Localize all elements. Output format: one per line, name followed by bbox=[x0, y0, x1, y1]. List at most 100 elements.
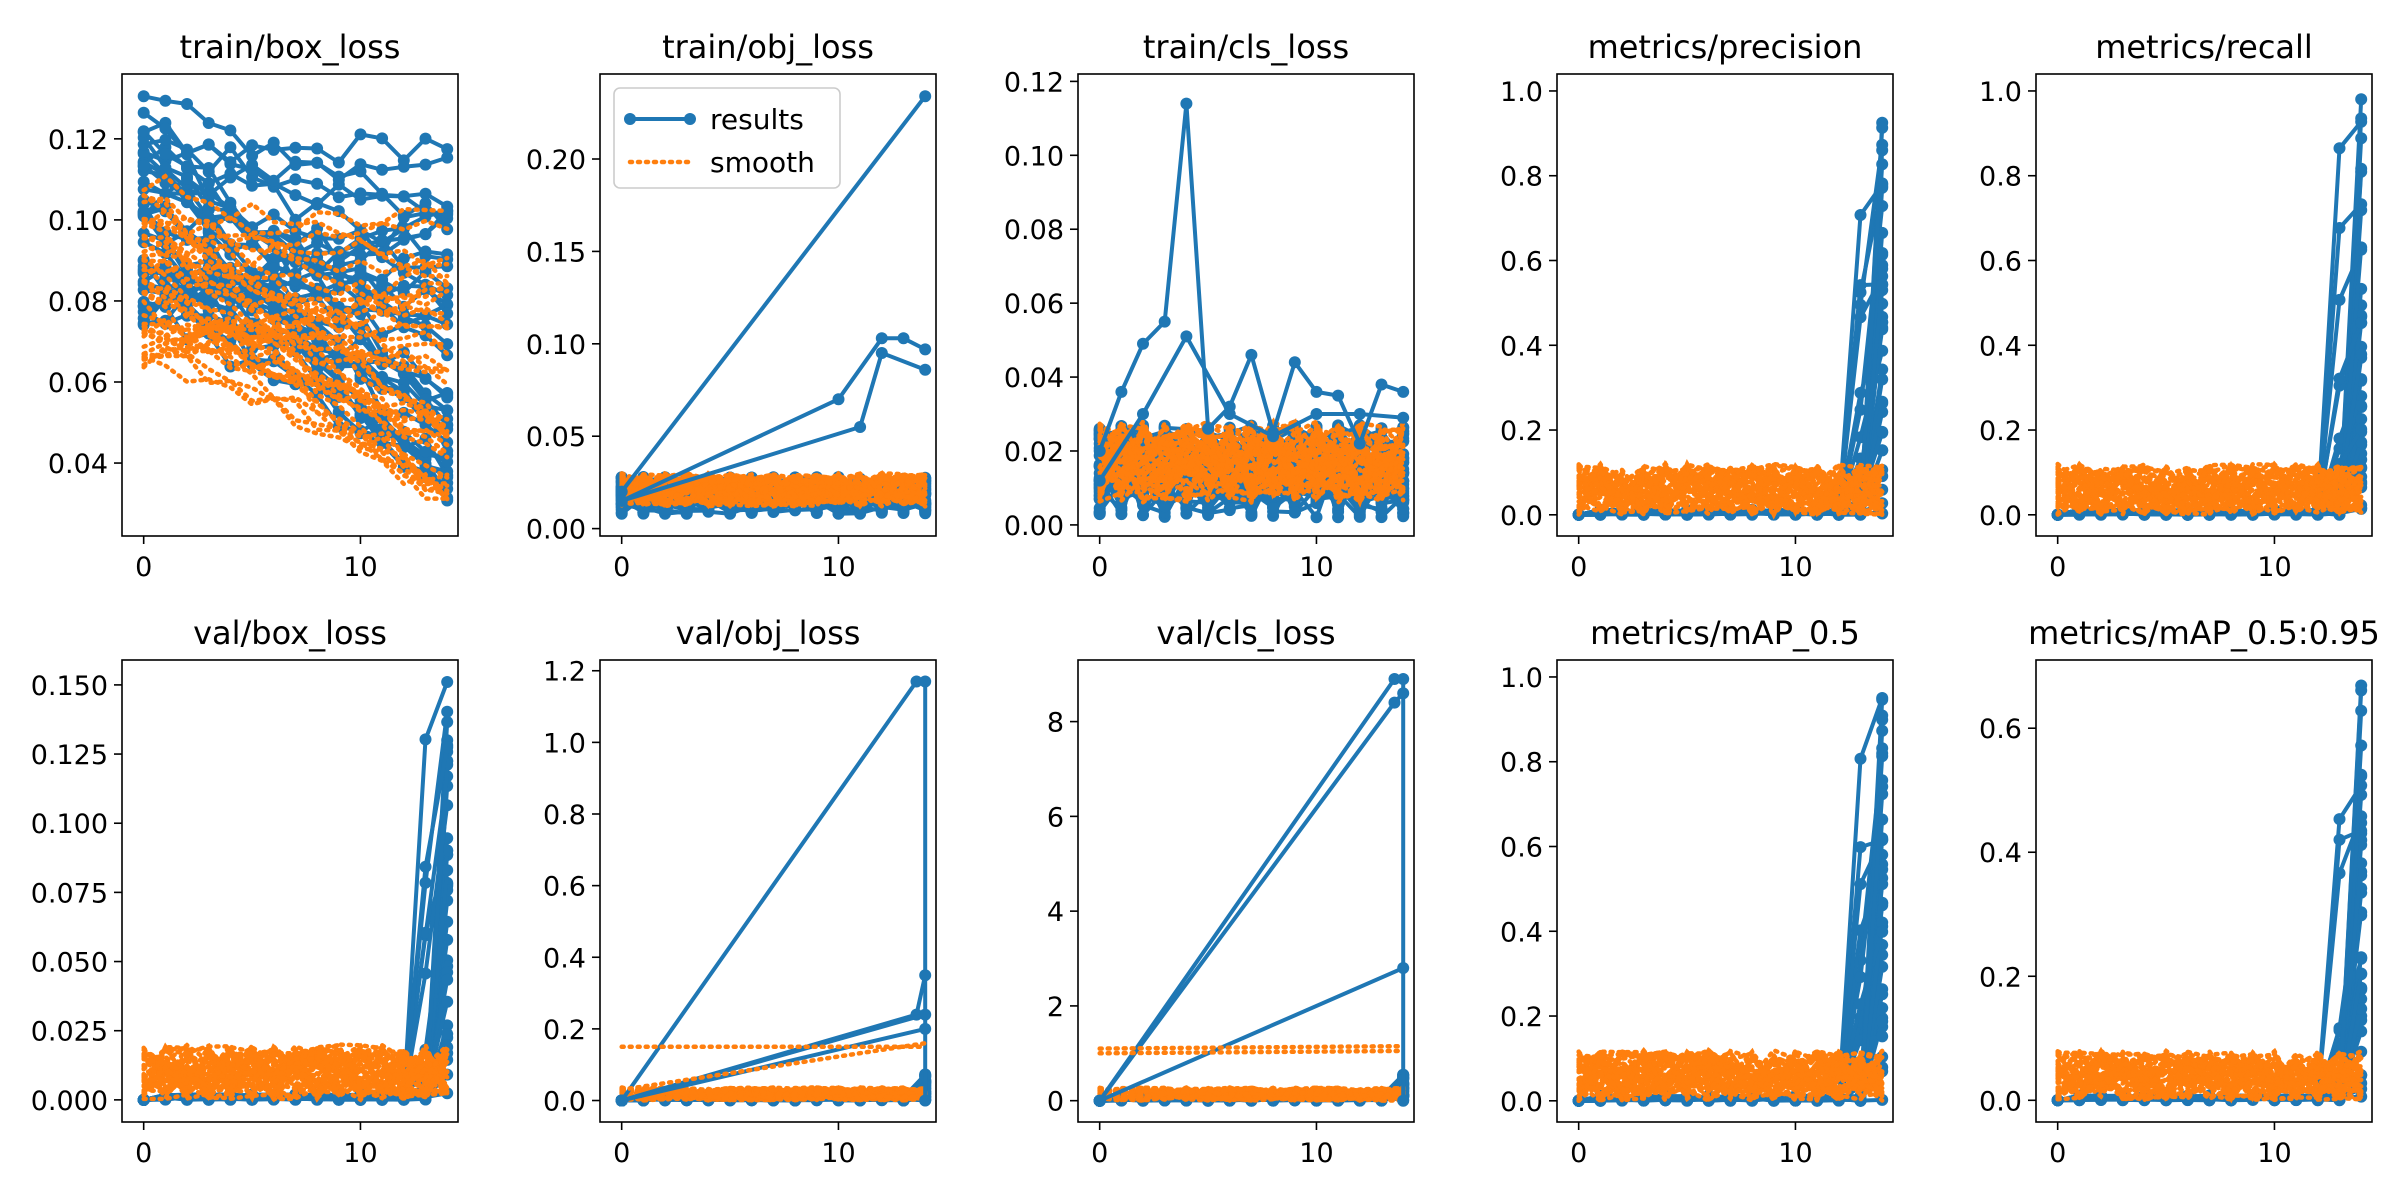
legend-label: results bbox=[710, 103, 804, 136]
legend-results-marker bbox=[624, 113, 636, 125]
results-line-point bbox=[1310, 511, 1323, 524]
smooth-line bbox=[619, 472, 928, 510]
y-tick-label: 0.4 bbox=[1500, 331, 1543, 362]
results-line-point bbox=[2333, 293, 2346, 306]
y-tick-label: 0.125 bbox=[31, 740, 108, 771]
results-line-point bbox=[441, 143, 454, 156]
y-tick-label: 0.4 bbox=[543, 943, 586, 974]
y-tick-label: 0.075 bbox=[31, 878, 108, 909]
results-line-point bbox=[376, 274, 389, 287]
results-line-point bbox=[2355, 115, 2368, 128]
results-line-point bbox=[441, 151, 454, 164]
results-line-point bbox=[919, 675, 932, 688]
results-line-point bbox=[159, 94, 172, 107]
results-line-point bbox=[1093, 474, 1106, 487]
y-tick-label: 0.02 bbox=[1004, 437, 1064, 468]
smooth-line bbox=[1097, 424, 1406, 506]
results-line-point bbox=[181, 148, 193, 161]
x-tick-label: 10 bbox=[1778, 552, 1812, 583]
results-line-point bbox=[919, 969, 932, 982]
y-tick-label: 0.8 bbox=[543, 800, 586, 831]
smooth-line bbox=[141, 256, 450, 439]
smooth-line bbox=[1097, 419, 1406, 502]
smooth-line bbox=[1576, 459, 1885, 519]
results-line-point bbox=[289, 189, 302, 202]
results-line-point bbox=[875, 332, 888, 345]
y-tick-label: 1.0 bbox=[543, 728, 586, 759]
y-tick-label: 0.2 bbox=[543, 1015, 586, 1046]
axes-frame bbox=[121, 73, 459, 537]
y-tick-label: 0.8 bbox=[1500, 162, 1543, 193]
y-tick-label: 0.10 bbox=[48, 206, 108, 237]
plot-area bbox=[2051, 93, 2368, 521]
smooth-line bbox=[1576, 462, 1885, 517]
y-tick-label: 0.0 bbox=[1500, 501, 1543, 532]
results-line-point bbox=[1876, 144, 1889, 157]
results-line-point bbox=[1876, 247, 1889, 259]
results-line-point bbox=[1876, 373, 1889, 386]
y-tick-label: 1.0 bbox=[1500, 77, 1543, 108]
results-line-point bbox=[289, 141, 302, 154]
smooth-line bbox=[141, 322, 450, 357]
results-line-point bbox=[376, 224, 389, 237]
y-tick-label: 0.10 bbox=[526, 330, 586, 361]
results-line-point bbox=[1245, 348, 1258, 361]
smooth-line bbox=[141, 238, 450, 279]
smooth-line bbox=[1097, 420, 1406, 507]
results-line-point bbox=[832, 393, 845, 406]
smooth-line bbox=[141, 233, 450, 434]
results-line-point bbox=[441, 676, 454, 688]
smooth-line bbox=[1097, 418, 1406, 507]
panel-title: train/cls_loss bbox=[1143, 28, 1349, 66]
results-line-point bbox=[311, 198, 324, 211]
results-line-point bbox=[1223, 408, 1236, 420]
y-tick-label: 0.2 bbox=[1979, 416, 2022, 447]
results-line-point bbox=[181, 98, 193, 110]
results-line-point bbox=[1180, 330, 1193, 343]
results-line-point bbox=[1353, 408, 1366, 420]
x-tick-label: 10 bbox=[343, 552, 377, 583]
y-tick-label: 0.0 bbox=[1979, 501, 2022, 532]
results-line bbox=[620, 94, 927, 493]
results-line-point bbox=[919, 343, 932, 356]
legend-label: smooth bbox=[710, 146, 815, 179]
results-line-point bbox=[159, 148, 172, 160]
axes-frame bbox=[1077, 73, 1415, 537]
results-line-point bbox=[397, 160, 410, 173]
smooth-line bbox=[1576, 462, 1885, 514]
y-tick-label: 0.025 bbox=[31, 1017, 108, 1048]
x-tick-label: 0 bbox=[2049, 552, 2066, 583]
legend-results-marker bbox=[684, 113, 696, 125]
results-line bbox=[1098, 334, 1404, 482]
x-tick-label: 0 bbox=[613, 552, 630, 583]
results-line-point bbox=[1876, 425, 1889, 438]
results-line-point bbox=[376, 189, 389, 202]
x-tick-label: 10 bbox=[343, 1138, 377, 1169]
results-line-point bbox=[441, 995, 454, 1008]
results-line-point bbox=[354, 158, 367, 171]
results-line-point bbox=[1397, 385, 1410, 398]
y-tick-label: 0.00 bbox=[526, 515, 586, 546]
panel-title: val/box_loss bbox=[193, 614, 387, 652]
results-line-point bbox=[854, 421, 867, 433]
results-line-point bbox=[332, 255, 345, 268]
results-line-point bbox=[919, 1008, 932, 1021]
results-line-point bbox=[875, 347, 888, 359]
y-tick-label: 0.0 bbox=[543, 1087, 586, 1118]
smooth-line bbox=[141, 289, 450, 460]
results-line-point bbox=[1137, 337, 1149, 350]
results-line-point bbox=[441, 404, 454, 417]
axes-frame bbox=[599, 73, 937, 537]
results-line-point bbox=[246, 149, 259, 162]
y-tick-label: 0.08 bbox=[1004, 215, 1064, 246]
results-line-point bbox=[441, 864, 454, 877]
results-line-point bbox=[267, 174, 280, 187]
smooth-line bbox=[141, 173, 450, 286]
x-tick-label: 0 bbox=[613, 1138, 630, 1169]
results-line-point bbox=[1332, 389, 1345, 402]
results-line-point bbox=[615, 485, 628, 498]
y-tick-label: 0.06 bbox=[48, 368, 108, 399]
